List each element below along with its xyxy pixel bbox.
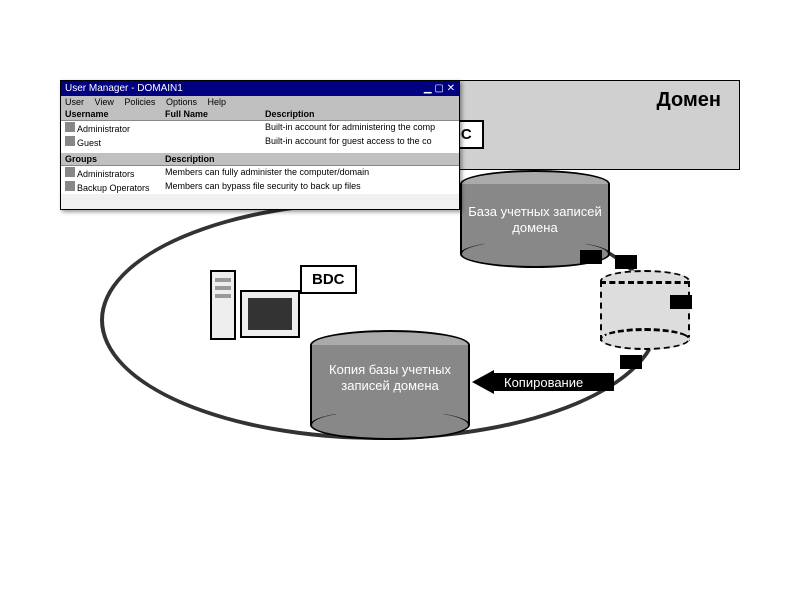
group-row[interactable]: Administrators Members can fully adminis… [61,166,459,180]
group-icon [65,181,75,191]
copy-db-cylinder: Копия базы учетных записей домена [310,330,470,430]
bdc-computer [240,290,300,338]
window-controls[interactable]: ▁ ▢ ✕ [424,83,455,94]
groups-header-row: Groups Description [61,153,459,166]
window-menubar[interactable]: User View Policies Options Help [61,96,459,108]
col-username: Username [61,108,161,120]
groups-list[interactable]: Administrators Members can fully adminis… [61,166,459,194]
copy-arrow-text: Копирование [504,375,583,390]
data-block-icon [580,250,602,264]
menu-item[interactable]: View [95,97,114,107]
data-block-icon [670,295,692,309]
bdc-label: BDC [300,265,357,294]
menu-item[interactable]: Help [207,97,226,107]
user-icon [65,136,75,146]
data-block-icon [615,255,637,269]
copy-db-text: Копия базы учетных записей домена [310,362,470,393]
bdc-monitor [240,290,300,338]
copy-arrow-label: Копирование [494,373,614,391]
users-header-row: Username Full Name Description [61,108,459,121]
window-title: User Manager - DOMAIN1 [65,83,183,94]
data-block-icon [620,355,642,369]
menu-item[interactable]: User [65,97,84,107]
ghost-cylinder [600,270,690,350]
window-titlebar[interactable]: User Manager - DOMAIN1 ▁ ▢ ✕ [61,81,459,96]
bdc-tower [210,270,236,340]
menu-item[interactable]: Options [166,97,197,107]
col-gdescription: Description [161,153,459,165]
group-icon [65,167,75,177]
copy-arrow-head-icon [472,370,494,394]
user-icon [65,122,75,132]
users-list[interactable]: Administrator Built-in account for admin… [61,121,459,153]
menu-item[interactable]: Policies [124,97,155,107]
user-manager-window[interactable]: User Manager - DOMAIN1 ▁ ▢ ✕ User View P… [60,80,460,210]
col-groups: Groups [61,153,161,165]
primary-db-text: База учетных записей домена [460,204,610,235]
col-description: Description [261,108,459,120]
user-row[interactable]: Administrator Built-in account for admin… [61,121,459,135]
primary-db-cylinder: База учетных записей домена [460,170,610,260]
domain-label: Домен [657,89,721,112]
user-row[interactable]: Guest Built-in account for guest access … [61,135,459,149]
group-row[interactable]: Backup Operators Members can bypass file… [61,180,459,194]
col-fullname: Full Name [161,108,261,120]
diagram-area: Домен PDC База учетных записей домена BD… [60,80,740,480]
